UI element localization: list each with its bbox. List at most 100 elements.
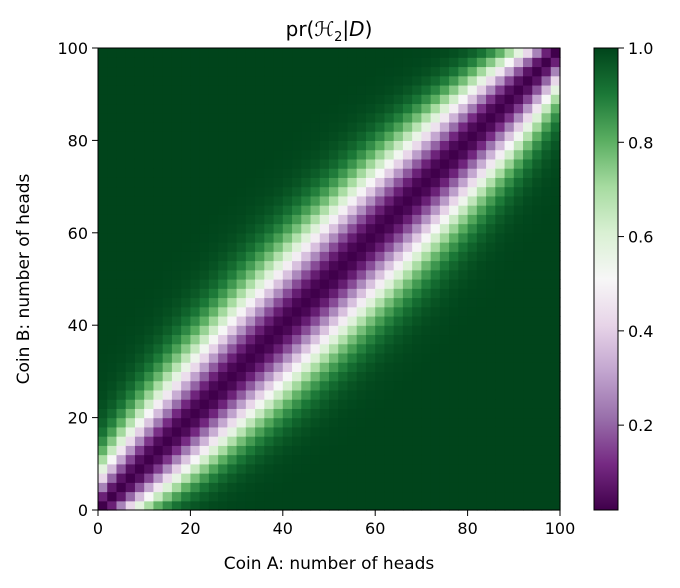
heatmap-cell — [190, 306, 201, 317]
heatmap-cell — [550, 260, 561, 271]
heatmap-cell — [384, 214, 395, 225]
heatmap-cell — [486, 426, 496, 437]
heatmap-cell — [125, 168, 136, 178]
heatmap-cell — [98, 186, 108, 197]
heatmap-cell — [365, 242, 376, 252]
heatmap-cell — [125, 491, 136, 502]
heatmap-cell — [144, 48, 155, 58]
heatmap-cell — [458, 482, 469, 493]
heatmap-cell — [458, 177, 469, 188]
heatmap-cell — [218, 279, 228, 289]
heatmap-cell — [532, 288, 543, 299]
heatmap-cell — [301, 417, 312, 428]
heatmap-cell — [218, 195, 228, 206]
heatmap-cell — [273, 399, 284, 409]
heatmap-cell — [282, 232, 293, 243]
heatmap-cell — [329, 297, 339, 308]
heatmap-cell — [504, 75, 515, 86]
heatmap-cell — [329, 389, 339, 400]
heatmap-cell — [144, 362, 155, 372]
heatmap-cell — [393, 380, 404, 391]
heatmap-cell — [504, 94, 515, 105]
heatmap-cell — [171, 343, 182, 354]
heatmap-cell — [402, 288, 413, 299]
heatmap-cell — [356, 500, 367, 511]
heatmap-cell — [439, 223, 450, 234]
heatmap-cell — [412, 242, 422, 252]
heatmap-cell — [402, 260, 413, 271]
heatmap-cell — [402, 389, 413, 400]
heatmap-cell — [402, 325, 413, 336]
heatmap-cell — [218, 66, 228, 77]
heatmap-cell — [476, 306, 487, 317]
heatmap-cell — [125, 445, 136, 456]
heatmap-cell — [107, 482, 118, 493]
heatmap-cell — [181, 251, 191, 262]
heatmap-cell — [550, 232, 561, 243]
heatmap-cell — [125, 149, 136, 160]
heatmap-cell — [227, 389, 238, 400]
heatmap-cell — [430, 214, 441, 225]
heatmap-cell — [458, 94, 469, 105]
heatmap-cell — [476, 288, 487, 299]
heatmap-cell — [347, 57, 358, 68]
heatmap-cell — [467, 94, 478, 105]
heatmap-cell — [393, 232, 404, 243]
heatmap-cell — [541, 445, 552, 456]
heatmap-cell — [245, 186, 256, 197]
heatmap-cell — [144, 408, 155, 419]
heatmap-cell — [495, 223, 506, 234]
heatmap-cell — [384, 362, 395, 372]
heatmap-cell — [236, 306, 247, 317]
heatmap-cell — [218, 75, 228, 86]
heatmap-cell — [227, 94, 238, 105]
heatmap-cell — [208, 57, 219, 68]
heatmap-cell — [282, 242, 293, 252]
heatmap-cell — [476, 94, 487, 105]
heatmap-cell — [310, 334, 321, 345]
heatmap-cell — [227, 408, 238, 419]
heatmap-cell — [319, 214, 330, 225]
heatmap-cell — [393, 84, 404, 95]
heatmap-cell — [227, 482, 238, 493]
heatmap-cell — [458, 195, 469, 206]
heatmap-cell — [375, 103, 386, 114]
heatmap-cell — [255, 380, 265, 391]
heatmap-cell — [144, 399, 155, 409]
heatmap-cell — [541, 315, 552, 326]
heatmap-cell — [486, 389, 496, 400]
heatmap-cell — [347, 426, 358, 437]
heatmap-cell — [301, 362, 312, 372]
heatmap-cell — [107, 140, 118, 151]
heatmap-cell — [162, 279, 173, 289]
colorbar-ticks: 0.20.40.60.81.0 — [618, 39, 653, 435]
heatmap-cell — [541, 500, 552, 511]
heatmap-cell — [236, 242, 247, 252]
heatmap-cell — [412, 214, 422, 225]
heatmap-cell — [310, 140, 321, 151]
heatmap-cell — [264, 389, 275, 400]
heatmap-cell — [134, 389, 145, 400]
heatmap-cell — [375, 445, 386, 456]
heatmap-cell — [476, 297, 487, 308]
heatmap-cell — [236, 334, 247, 345]
heatmap-cell — [227, 260, 238, 271]
heatmap-cell — [495, 242, 506, 252]
heatmap-cell — [255, 242, 265, 252]
heatmap-cell — [310, 84, 321, 95]
heatmap-cell — [125, 306, 136, 317]
heatmap-cell — [218, 242, 228, 252]
heatmap-cell — [532, 195, 543, 206]
heatmap-cell — [292, 445, 302, 456]
heatmap-cell — [384, 168, 395, 178]
heatmap-cell — [236, 112, 247, 123]
heatmap-cell — [365, 408, 376, 419]
heatmap-cell — [255, 195, 265, 206]
heatmap-cell — [412, 186, 422, 197]
heatmap-cell — [476, 186, 487, 197]
heatmap-cell — [523, 426, 533, 437]
heatmap-cell — [310, 306, 321, 317]
heatmap-cell — [218, 445, 228, 456]
heatmap-cell — [439, 389, 450, 400]
heatmap-cell — [412, 445, 422, 456]
